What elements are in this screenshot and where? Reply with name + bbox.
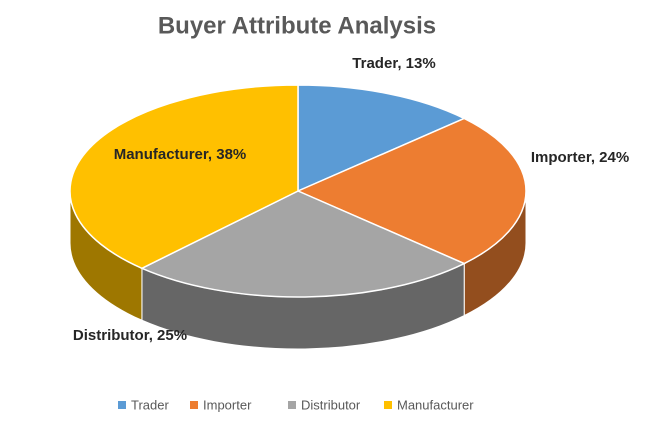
legend-swatch (288, 401, 296, 409)
chart-title: Buyer Attribute Analysis (158, 12, 436, 39)
legend-label: Distributor (301, 397, 361, 412)
legend-swatch (190, 401, 198, 409)
data-label: Trader, 13% (352, 55, 435, 72)
legend-swatch (384, 401, 392, 409)
legend-label: Importer (203, 397, 252, 412)
pie-slice (296, 117, 527, 265)
pie-slice (69, 84, 299, 270)
legend-swatch (118, 401, 126, 409)
data-label: Manufacturer, 38% (114, 146, 247, 163)
legend-label: Manufacturer (397, 397, 474, 412)
legend-label: Trader (131, 397, 169, 412)
data-label: Distributor, 25% (73, 327, 187, 344)
pie-slice (140, 190, 466, 298)
data-label: Importer, 24% (531, 149, 629, 166)
pie-slice (297, 84, 466, 193)
